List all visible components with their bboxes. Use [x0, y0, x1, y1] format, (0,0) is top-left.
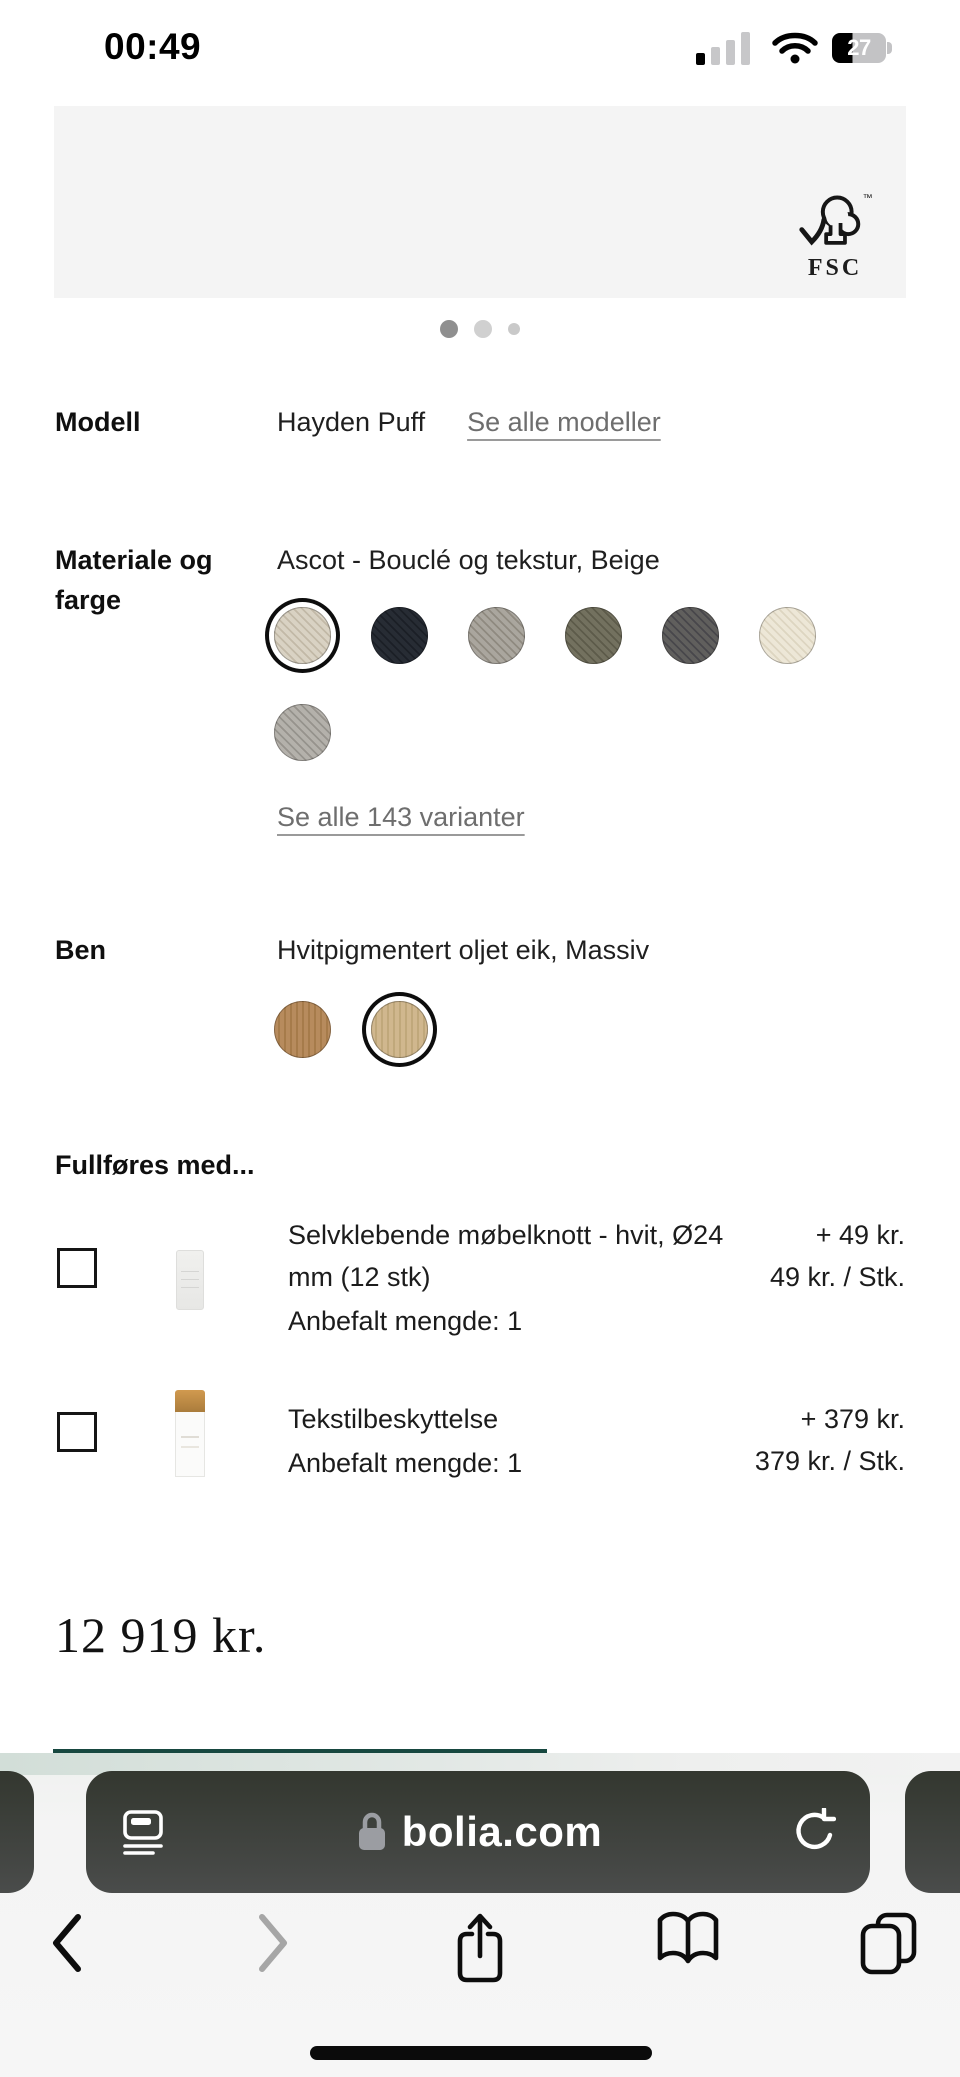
carousel-dots: [0, 320, 960, 338]
share-icon[interactable]: [448, 1910, 512, 1988]
svg-text:™: ™: [863, 193, 873, 204]
fsc-label: FSC: [807, 255, 863, 281]
cellular-signal-icon: [696, 32, 750, 65]
swatch-moerk-blaa[interactable]: [371, 607, 428, 664]
addon-thumbnail-knobs: [160, 1250, 220, 1310]
see-all-models-link[interactable]: Se alle modeller: [467, 407, 661, 437]
addons-heading: Fullføres med...: [55, 1150, 255, 1180]
previous-tab-stub[interactable]: [0, 1771, 34, 1893]
swatch-beige-boucle[interactable]: [274, 607, 331, 664]
addon-title: Tekstilbeskyttelse: [288, 1404, 499, 1434]
addon-price-add: + 49 kr.: [815, 1220, 905, 1250]
addon-price-unit: 49 kr. / Stk.: [769, 1262, 905, 1292]
reload-icon[interactable]: [792, 1808, 836, 1856]
reader-page-icon[interactable]: [120, 1808, 166, 1856]
bookmarks-icon[interactable]: [654, 1910, 722, 1972]
address-bar[interactable]: bolia.com: [86, 1771, 870, 1893]
forward-button-icon[interactable]: [251, 1910, 295, 1976]
swatch-hvitpigmentert-oljet-eik[interactable]: [371, 1001, 428, 1058]
ben-swatches: [274, 1001, 834, 1058]
battery-percent: 27: [847, 35, 871, 60]
carousel-dot-active[interactable]: [440, 320, 458, 338]
addon-checkbox[interactable]: [57, 1248, 97, 1288]
tabs-icon[interactable]: [856, 1910, 920, 1976]
addon-title: Selvklebende møbelknott - hvit, Ø24 mm (…: [288, 1220, 724, 1292]
addon-price-unit: 379 kr. / Stk.: [754, 1446, 905, 1476]
ben-value: Hvitpigmentert oljet eik, Massiv: [277, 935, 650, 965]
url-text[interactable]: bolia.com: [401, 1808, 603, 1855]
ben-label: Ben: [55, 935, 107, 965]
swatch-oljet-eik[interactable]: [274, 1001, 331, 1058]
carousel-dot[interactable]: [508, 323, 520, 335]
addon-quantity: Anbefalt mengde: 1: [288, 1306, 523, 1336]
status-bar: 00:49 27: [0, 0, 960, 100]
addon-item-textile-protection: Tekstilbeskyttelse Anbefalt mengde: 1 + …: [0, 1390, 960, 1510]
addon-quantity: Anbefalt mengde: 1: [288, 1448, 523, 1478]
carousel-dot[interactable]: [474, 320, 492, 338]
add-to-cart-button-clipped[interactable]: [53, 1749, 547, 1753]
safari-toolbar: bolia.com: [0, 1753, 960, 2077]
addon-checkbox[interactable]: [57, 1412, 97, 1452]
addon-thumbnail-spray: [160, 1390, 220, 1477]
product-image-carousel[interactable]: ™ FSC: [54, 106, 906, 298]
material-value: Ascot - Bouclé og tekstur, Beige: [277, 545, 660, 575]
back-button-icon[interactable]: [45, 1910, 89, 1976]
total-price: 12 919 kr.: [55, 1607, 267, 1663]
fsc-logo: ™ FSC: [788, 192, 882, 282]
swatch-olivengraa[interactable]: [565, 607, 622, 664]
addon-price-add: + 379 kr.: [800, 1404, 905, 1434]
battery-icon: 27: [832, 33, 892, 63]
modell-label: Modell: [55, 407, 141, 437]
material-label: Materiale og farge: [55, 545, 213, 615]
wifi-icon: [772, 32, 818, 64]
swatch-moerk-graa-tweed[interactable]: [662, 607, 719, 664]
clock: 00:49: [104, 26, 202, 67]
material-swatches: [274, 607, 834, 761]
next-tab-stub[interactable]: [905, 1771, 960, 1893]
lock-icon: [358, 1812, 385, 1850]
addon-item-furniture-knobs: Selvklebende møbelknott - hvit, Ø24 mm (…: [0, 1214, 960, 1364]
see-all-variants-link[interactable]: Se alle 143 varianter: [277, 802, 525, 832]
swatch-lys-graa-melert[interactable]: [468, 607, 525, 664]
swatch-graa-vevd[interactable]: [274, 704, 331, 761]
modell-value: Hayden Puff: [277, 407, 426, 437]
home-indicator[interactable]: [310, 2046, 652, 2060]
swatch-krem[interactable]: [759, 607, 816, 664]
